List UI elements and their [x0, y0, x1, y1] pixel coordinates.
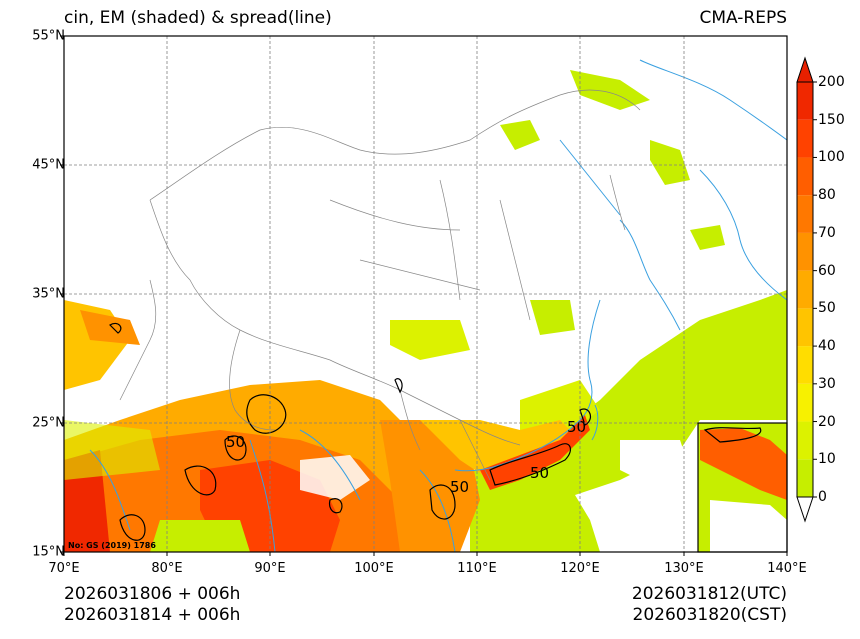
shade-korea [650, 140, 690, 185]
colorbar-segment [797, 383, 813, 422]
colorbar-tick-label: 200 [818, 74, 845, 90]
colorbar-tick-label: 0 [818, 489, 827, 505]
contour-8 [394, 378, 403, 394]
colorbar-tick-label: 60 [818, 262, 836, 279]
lon-label: 140°E [767, 561, 807, 576]
colorbar-tick-label: 10 [818, 451, 836, 468]
colorbar-tick-label: 100 [818, 149, 845, 166]
shade-pakistan [80, 310, 140, 345]
contour-label: 50 [567, 418, 586, 436]
shade-gap-2 [620, 440, 690, 485]
contour-5 [489, 443, 572, 486]
colorbar-frame [796, 81, 814, 498]
colorbar-tick-label: 20 [818, 413, 836, 430]
lon-label: 110°E [457, 561, 497, 576]
shade-coast-red [480, 415, 590, 490]
lon-label: 90°E [254, 561, 286, 576]
valid-time-cst: 2026031820(CST) [632, 605, 787, 625]
contour-label: 50 [530, 464, 549, 482]
colorbar-under-extension [796, 496, 814, 523]
init-time-cst: 2026031814 + 006h [64, 605, 241, 625]
border-provinces [329, 179, 531, 321]
colorbar-segment [797, 270, 813, 309]
lat-label: 25°N [32, 415, 65, 431]
colorbar-tick-label: 30 [818, 375, 836, 392]
lon-label: 70°E [48, 561, 80, 576]
colorbar-segment [797, 346, 813, 384]
shade-south-sea [470, 470, 600, 552]
border-india [229, 329, 276, 431]
contour-4 [429, 484, 456, 520]
shade-tibet [390, 320, 470, 360]
shade-southwest-green [64, 420, 160, 480]
shade-inset-white [710, 500, 787, 552]
valid-time-utc: 2026031812(UTC) [631, 584, 787, 604]
colorbar-tick-label: 40 [818, 338, 836, 355]
coast-taiwan [591, 404, 599, 441]
colorbar-tick-label: 70 [818, 224, 836, 241]
lon-label: 130°E [664, 561, 704, 576]
contour-label: 50 [226, 433, 245, 451]
coast-russia [639, 59, 787, 141]
lat-label: 35°N [32, 286, 65, 302]
border-pakistan [119, 279, 157, 401]
colorbar-tick-label: 80 [818, 187, 836, 204]
colorbar [796, 56, 817, 523]
coast-bay [299, 429, 361, 501]
contour-6 [119, 514, 146, 541]
colorbar-segment [797, 232, 813, 271]
contour-label: 50 [450, 478, 469, 496]
map-approval-number: No: GS (2019) 1786 [68, 541, 156, 550]
coast-china [454, 299, 601, 472]
country-borders [119, 89, 641, 481]
coast-indochina [419, 469, 456, 552]
spread-contours [109, 322, 762, 541]
shade-central [530, 300, 575, 335]
colorbar-segment [797, 459, 813, 497]
contour-1 [246, 394, 287, 434]
border-indochina [399, 389, 491, 481]
colorbar-tick-label: 50 [818, 300, 836, 317]
map-title: cin, EM (shaded) & spread(line) [64, 8, 332, 28]
contour-2 [224, 435, 247, 461]
contour-10 [579, 408, 592, 426]
shade-east-ocean [480, 290, 787, 520]
axis-ticks [60, 35, 788, 556]
colorbar-segment [797, 157, 813, 196]
shade-manchuria [570, 70, 650, 110]
lat-label: 45°N [32, 157, 65, 173]
lon-label: 80°E [151, 561, 183, 576]
lon-label: 100°E [354, 561, 394, 576]
coast-japan [699, 169, 787, 301]
colorbar-segment [797, 308, 813, 347]
coast-india [89, 439, 276, 552]
coast-north [559, 139, 621, 216]
shade-japan [690, 225, 725, 250]
lon-label: 120°E [560, 561, 600, 576]
border-korea [609, 174, 626, 231]
coast-korea [619, 219, 681, 331]
contour-11 [703, 427, 762, 443]
lat-label: 15°N [32, 544, 65, 560]
init-time-utc: 2026031806 + 006h [64, 584, 241, 604]
contour-9 [109, 322, 122, 334]
shade-inset-red [700, 428, 787, 500]
colorbar-segment [797, 195, 813, 233]
colorbar-segment [797, 119, 813, 158]
colorbar-over-extension [796, 56, 814, 83]
colorbar-segment [797, 421, 813, 460]
border-china-north [149, 89, 641, 201]
shade-gap-1 [300, 455, 370, 500]
graticule [64, 36, 787, 552]
lat-label: 55°N [32, 28, 65, 44]
shade-bottom-green [150, 520, 250, 552]
colorbar-segment [797, 82, 813, 120]
colorbar-tick-label: 150 [818, 111, 845, 128]
model-name: CMA-REPS [699, 8, 787, 28]
shade-northeast [500, 120, 540, 150]
contour-7 [328, 498, 343, 514]
coastline [89, 59, 787, 552]
contour-3 [184, 465, 217, 496]
